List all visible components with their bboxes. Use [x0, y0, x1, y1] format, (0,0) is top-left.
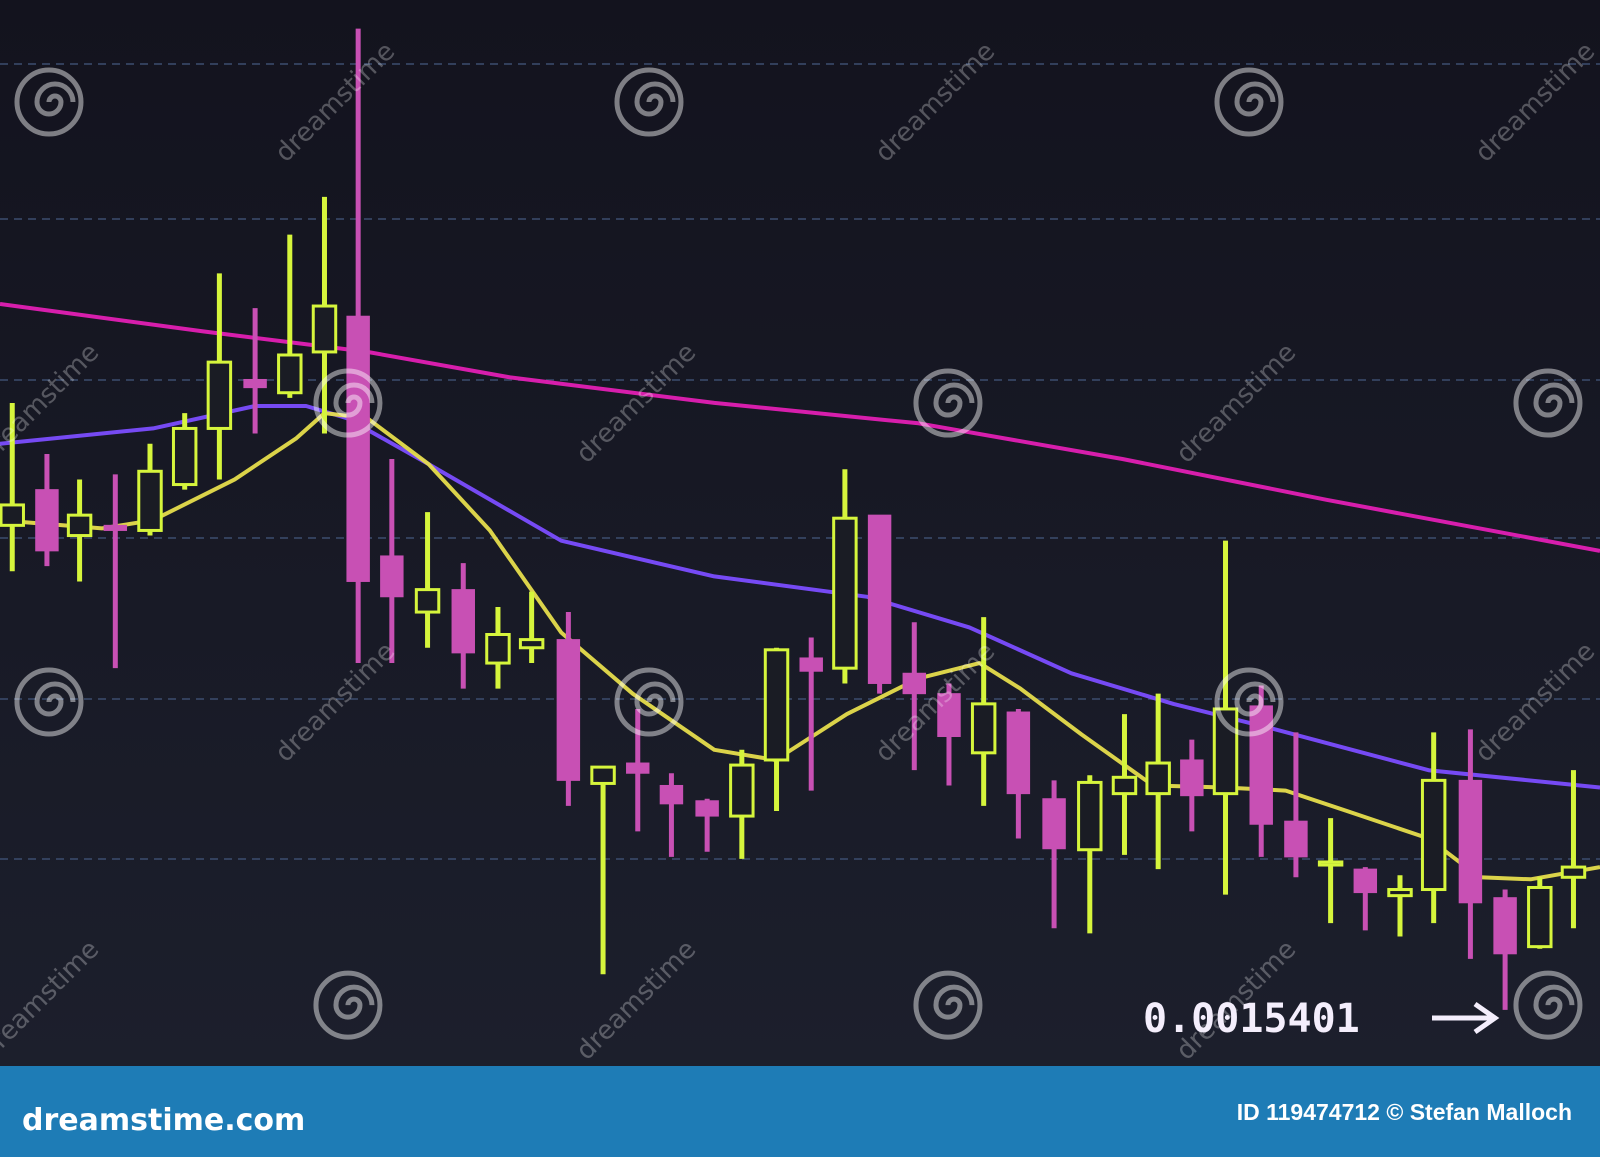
watermark-logo — [614, 67, 684, 137]
candle-body — [277, 353, 303, 395]
candle-body — [485, 632, 511, 665]
price-label: 0.0015401 — [1143, 996, 1360, 1042]
candle-body — [970, 702, 997, 755]
candle-body — [1249, 705, 1273, 825]
watermark-logo — [614, 667, 684, 737]
watermark-logo — [1214, 67, 1284, 137]
candle-body — [556, 639, 581, 781]
watermark-spiral — [634, 681, 676, 717]
candle-body — [763, 648, 790, 762]
watermark-spiral — [34, 81, 76, 117]
candle-body — [590, 765, 616, 785]
candle-body — [171, 426, 198, 487]
watermark-ring — [1513, 368, 1583, 438]
watermark-spiral — [933, 382, 975, 418]
watermark-spiral — [1533, 382, 1575, 418]
candle-body — [832, 516, 858, 670]
moving-average-line — [0, 302, 1600, 553]
watermark-logo — [313, 368, 383, 438]
candle-body — [137, 469, 163, 532]
watermark-ring — [313, 970, 383, 1040]
plot-area — [0, 28, 1600, 1010]
watermark-spiral — [1533, 984, 1575, 1020]
candle-body — [695, 800, 719, 817]
footer-bar — [0, 1066, 1600, 1157]
candle-body — [937, 693, 961, 738]
watermark-ring — [1513, 970, 1583, 1040]
candle-body — [1111, 775, 1138, 796]
candle-body — [380, 555, 404, 598]
watermark-ring — [614, 67, 684, 137]
candle-body — [1145, 761, 1171, 796]
candle-body — [799, 657, 823, 672]
watermark-spiral — [333, 984, 375, 1020]
candle-body — [103, 524, 128, 531]
candle-body — [626, 762, 650, 774]
candle-body — [659, 784, 684, 805]
watermark-spiral — [1234, 81, 1276, 117]
footer-credit: ID 119474712 © Stefan Malloch — [1237, 1099, 1572, 1125]
candle-body — [1420, 778, 1447, 892]
watermark-ring — [614, 667, 684, 737]
candle-body — [0, 503, 25, 527]
candle-body — [1387, 888, 1413, 898]
candle-body — [346, 315, 370, 582]
candle-body — [729, 763, 755, 818]
watermark-logo — [1513, 368, 1583, 438]
footer-site: dreamstime.com — [22, 1103, 305, 1138]
watermark-logo — [14, 667, 84, 737]
watermark-ring — [1214, 67, 1284, 137]
watermark-spiral — [34, 681, 76, 717]
watermark-ring — [14, 67, 84, 137]
watermark-logo — [913, 368, 983, 438]
candle-body — [243, 378, 267, 389]
watermark-logo — [1214, 667, 1284, 737]
watermark-logo — [913, 970, 983, 1040]
candle-body — [902, 672, 927, 695]
watermark-logo — [313, 970, 383, 1040]
moving-average-line — [0, 404, 1600, 790]
watermark-ring — [913, 970, 983, 1040]
watermark-spiral — [1234, 681, 1276, 717]
price-arrow — [1432, 1001, 1500, 1035]
candle-body — [1006, 711, 1031, 795]
watermark-spiral — [634, 81, 676, 117]
watermark-ring — [913, 368, 983, 438]
candle-body — [1353, 868, 1378, 894]
candle-body — [1458, 779, 1483, 904]
candle-body — [867, 514, 892, 684]
candle-body — [311, 304, 338, 354]
watermark-spiral — [333, 382, 375, 418]
candle-body — [1317, 860, 1344, 867]
watermark-ring — [14, 667, 84, 737]
candle-body — [1560, 865, 1587, 879]
candle-body — [1493, 897, 1517, 955]
watermark-ring — [313, 368, 383, 438]
candle-body — [1077, 780, 1103, 852]
watermark-ring — [1214, 667, 1284, 737]
candle-body — [1284, 820, 1308, 858]
candle-body — [451, 589, 475, 654]
candle-body — [206, 360, 233, 430]
candle-body — [1042, 798, 1066, 850]
candle-body — [414, 588, 441, 614]
candle-body — [518, 638, 545, 650]
candle-body — [1527, 885, 1553, 949]
watermark-spiral — [933, 984, 975, 1020]
watermark-logo — [1513, 970, 1583, 1040]
candle-body — [35, 489, 59, 552]
candle-body — [1212, 707, 1239, 796]
candle-body — [1180, 759, 1204, 797]
watermark-logo — [14, 67, 84, 137]
chart-background — [0, 0, 1600, 1066]
candle-body — [66, 513, 93, 538]
